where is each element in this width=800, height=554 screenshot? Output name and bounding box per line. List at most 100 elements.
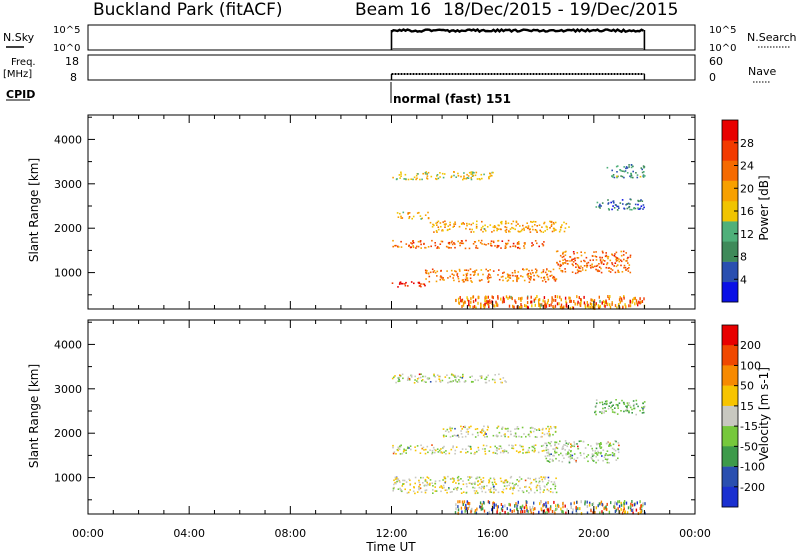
echo-cell [574, 259, 576, 262]
echo-cell [643, 405, 646, 408]
echo-cell [436, 224, 438, 226]
echo-cell [641, 171, 644, 174]
echo-cell [489, 446, 492, 448]
echo-cell [532, 427, 534, 429]
echo-cell [624, 266, 627, 269]
echo-cell [616, 257, 619, 259]
echo-cell [601, 410, 603, 413]
echo-cell [418, 479, 420, 482]
echo-cell [408, 379, 411, 381]
echo-cell [489, 491, 491, 493]
echo-cell [591, 455, 594, 458]
echo-cell [613, 207, 616, 209]
echo-cell [479, 431, 482, 433]
echo-cell [401, 485, 404, 487]
colorbar-frame [721, 324, 739, 508]
ground-scatter-cell [629, 505, 632, 509]
echo-cell [608, 270, 610, 272]
echo-cell [611, 405, 613, 407]
echo-cell [602, 407, 604, 410]
echo-cell [468, 171, 471, 174]
echo-cell [519, 225, 521, 227]
echo-cell [501, 427, 504, 429]
echo-cell [425, 278, 427, 280]
echo-cell [554, 483, 556, 485]
echo-cell [451, 435, 454, 437]
echo-cell [534, 268, 537, 270]
echo-cell [528, 492, 530, 494]
echo-cell [628, 411, 630, 414]
echo-cell [485, 433, 487, 435]
echo-cell [443, 279, 445, 281]
echo-cell [595, 251, 597, 253]
echo-cell [454, 221, 456, 223]
echo-cell [621, 175, 624, 178]
echo-cell [398, 448, 401, 451]
echo-cell [394, 482, 396, 484]
echo-cell [547, 451, 550, 453]
echo-cell [450, 269, 453, 272]
ground-scatter-cell [504, 510, 506, 514]
colorbar-bin [722, 120, 738, 141]
echo-cell [574, 257, 576, 260]
echo-cell [573, 443, 576, 445]
echo-cell [478, 486, 481, 489]
echo-cell [616, 209, 619, 211]
ground-scatter-cell [632, 508, 634, 512]
echo-cell [472, 222, 474, 225]
ground-scatter-cell [586, 504, 589, 508]
echo-cell [617, 451, 620, 454]
echo-cell [479, 375, 482, 377]
echo-cell [581, 269, 584, 271]
echo-cell [518, 231, 520, 233]
echo-cell [449, 224, 451, 226]
echo-cell [445, 450, 447, 452]
echo-cell [635, 172, 637, 174]
echo-cell [403, 483, 405, 485]
echo-cell [420, 218, 422, 220]
echo-cell [505, 243, 507, 245]
time-tick-label: 00:00 [679, 527, 711, 540]
echo-cell [527, 276, 529, 278]
echo-cell [460, 222, 463, 225]
echo-cell [534, 224, 536, 226]
echo-cell [435, 230, 438, 232]
echo-cell [403, 448, 405, 451]
ground-scatter-cell [591, 305, 594, 309]
echo-cell [464, 381, 466, 383]
colorbar-bin [722, 365, 738, 386]
ground-scatter-cell [631, 500, 633, 503]
echo-cell [447, 242, 450, 244]
echo-cell [459, 270, 461, 272]
echo-cell [439, 276, 442, 278]
ground-scatter-cell [592, 502, 595, 506]
ground-scatter-cell [457, 297, 460, 301]
echo-cell [424, 480, 427, 482]
echo-cell [510, 486, 512, 489]
echo-cell [427, 451, 429, 454]
ground-scatter-cell [609, 295, 611, 298]
ground-scatter-cell [516, 305, 518, 309]
echo-cell [564, 262, 567, 264]
echo-cell [396, 212, 399, 214]
echo-cell [458, 268, 461, 271]
ground-scatter-cell [480, 302, 482, 306]
echo-cell [430, 175, 433, 178]
echo-cell [518, 435, 520, 438]
echo-cell [612, 175, 614, 177]
ground-scatter-cell [599, 304, 601, 308]
echo-cell [465, 451, 467, 454]
echo-cell [577, 270, 580, 273]
echo-cell [462, 375, 464, 378]
echo-cell [635, 403, 638, 405]
echo-cell [434, 244, 437, 247]
echo-cell [547, 479, 550, 482]
echo-cell [454, 376, 456, 378]
echo-cell [571, 258, 573, 261]
echo-cell [407, 285, 409, 287]
ground-scatter-cell [571, 511, 574, 515]
ground-scatter-cell [517, 500, 519, 504]
ground-scatter-cell [518, 297, 520, 301]
echo-cell [453, 242, 455, 244]
ground-scatter-cell [472, 300, 475, 304]
